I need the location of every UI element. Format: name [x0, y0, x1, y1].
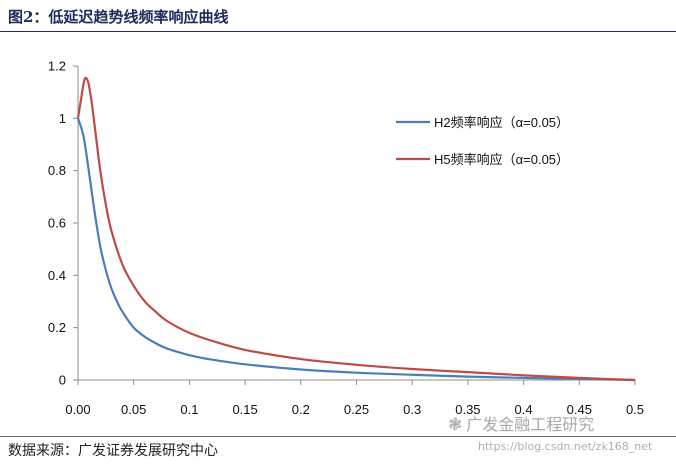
x-tick-label: 0.25: [344, 402, 369, 417]
legend: H2频率响应（α=0.05） H5频率响应（α=0.05）: [396, 115, 569, 167]
y-tick-label: 0.2: [48, 320, 66, 335]
x-tick-label: 0.35: [455, 402, 480, 417]
legend-label-2: H5频率响应（α=0.05）: [434, 152, 569, 167]
source-divider: [0, 436, 676, 437]
series-lines: [76, 76, 636, 382]
wechat-icon: ❃: [448, 415, 463, 435]
figure-title: 图2：低延迟趋势线频率响应曲线: [8, 8, 229, 26]
x-tick-label: 0.3: [403, 402, 421, 417]
y-tick-label: 0.4: [48, 268, 66, 283]
y-tick-label: 0: [59, 373, 66, 388]
y-tick-label: 0.8: [48, 163, 66, 178]
series-line-1: [76, 117, 636, 382]
tick-labels: 0 0.2 0.4 0.6 0.8 1 1.2 0.00 0.05 0.1 0.15 0.2 0.25 0…: [48, 59, 644, 418]
watermark: ❃ 广发金融工程研究: [448, 411, 594, 435]
x-tick-label: 0.1: [180, 402, 198, 417]
x-tick-label: 0.2: [292, 402, 310, 417]
x-tick-label: 0.4: [515, 402, 533, 417]
watermark-url: https://blog.csdn.net/zk168_net: [478, 440, 653, 453]
x-tick-label: 0.5: [626, 402, 644, 417]
legend-label-1: H2频率响应（α=0.05）: [434, 115, 569, 130]
x-tick-label: 0.15: [232, 402, 257, 417]
series-line-2: [76, 76, 636, 382]
source-note: 数据来源：广发证券发展研究中心: [8, 443, 218, 459]
watermark-text: 广发金融工程研究: [466, 415, 595, 434]
x-tick-label: 0.00: [65, 402, 90, 417]
title-divider: [0, 31, 676, 32]
y-tick-label: 1: [59, 111, 66, 126]
y-tick-label: 1.2: [48, 59, 66, 74]
axes: [73, 65, 636, 385]
x-tick-label: 0.45: [567, 402, 592, 417]
y-tick-label: 0.6: [48, 216, 66, 231]
x-tick-label: 0.05: [121, 402, 146, 417]
